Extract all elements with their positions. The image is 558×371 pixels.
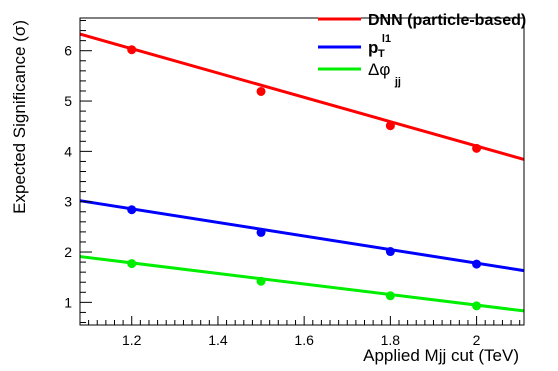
fit-lines	[79, 32, 525, 313]
legend-pt-symbol: p	[368, 38, 378, 57]
data-point-0-1	[256, 86, 266, 96]
y-tick-label: 2	[64, 244, 72, 260]
y-tick-label: 3	[64, 194, 72, 210]
data-point-1-2	[385, 247, 395, 257]
series-line-2	[79, 255, 525, 313]
x-tick-label: 1.2	[122, 332, 142, 348]
x-tick-label: 2	[473, 332, 481, 348]
legend-label-pt: p l1 T	[368, 29, 395, 60]
data-point-0-0	[127, 45, 137, 55]
legend: DNN (particle-based) p l1 T Δφ jj	[318, 12, 526, 88]
legend-dphi-sub: jj	[394, 76, 401, 88]
data-point-2-2	[385, 291, 395, 301]
x-axis-title: Applied Mjj cut (TeV)	[363, 346, 519, 365]
y-tick-label: 5	[64, 93, 72, 109]
plot-frame	[79, 17, 525, 326]
data-point-1-3	[472, 259, 482, 269]
y-tick-label: 4	[64, 143, 72, 159]
y-tick-label: 1	[64, 294, 72, 310]
y-tick-label: 6	[64, 43, 72, 59]
legend-label-dphi: Δφ jj	[368, 60, 401, 88]
y-axis-title: Expected Significance (σ)	[10, 20, 29, 214]
legend-pt-sup: l1	[382, 33, 391, 45]
legend-dphi-symbol: Δφ	[368, 60, 390, 79]
data-point-2-3	[472, 301, 482, 311]
data-markers	[127, 45, 482, 311]
legend-label-dnn: DNN (particle-based)	[368, 12, 526, 29]
data-point-1-1	[256, 227, 266, 237]
data-point-2-0	[127, 259, 137, 269]
data-point-0-3	[472, 143, 482, 153]
legend-pt-sub: T	[378, 48, 385, 60]
data-point-0-2	[385, 121, 395, 131]
series-line-1	[79, 199, 525, 273]
x-tick-label: 1.8	[381, 332, 401, 348]
x-tick-label: 1.4	[208, 332, 228, 348]
data-point-2-1	[256, 276, 266, 286]
series-line-0	[79, 32, 525, 161]
data-point-1-0	[127, 205, 137, 215]
axes: 1.2 1.4 1.6 1.8 2 1 2 3 4 5 6	[64, 20, 521, 348]
x-tick-label: 1.6	[294, 332, 314, 348]
